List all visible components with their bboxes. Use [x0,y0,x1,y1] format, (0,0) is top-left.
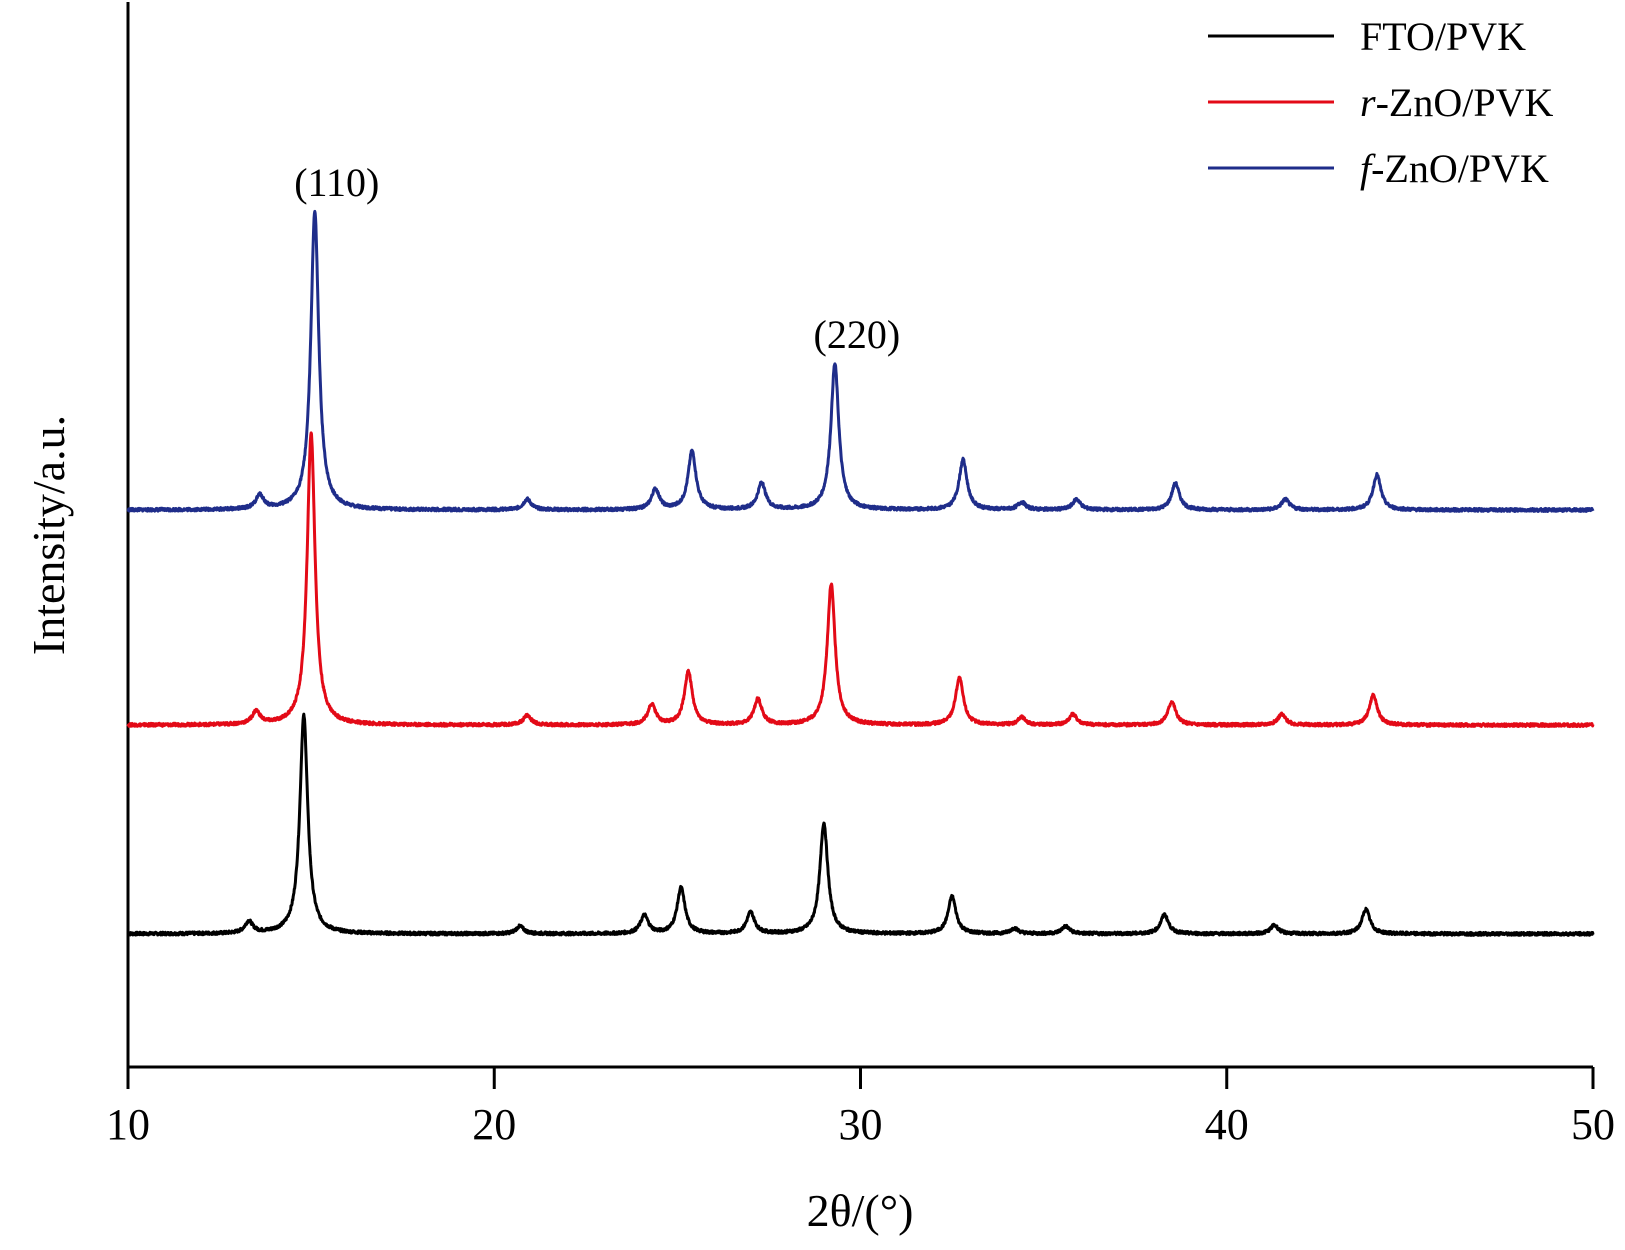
x-tick-label-30: 30 [839,1100,883,1149]
x-tick-label-50: 50 [1571,1100,1615,1149]
plot-area: 10 20 30 40 50 (110) (220) [106,2,1615,1149]
x-tick-label-40: 40 [1205,1100,1249,1149]
legend-label-fto-pvk: FTO/PVK [1360,14,1526,59]
legend-label-r-zno-pvk: r-ZnO/PVK [1360,80,1553,125]
peak-label-110: (110) [294,160,379,205]
x-ticks: 10 20 30 40 50 [106,1067,1615,1149]
series-r-zno-pvk-line [126,431,1595,729]
series-f-zno-pvk-line [126,209,1595,513]
peak-label-220: (220) [814,312,901,357]
peak-annotations: (110) (220) [294,160,900,357]
x-tick-label-10: 10 [106,1100,150,1149]
y-axis-title: Intensity/a.u. [23,415,74,655]
x-axis-title: 2θ/(°) [807,1185,914,1236]
series-group [126,209,1595,937]
legend-label-f-zno-pvk: f-ZnO/PVK [1360,146,1549,191]
series-fto-pvk-line [126,712,1595,937]
x-tick-label-20: 20 [472,1100,516,1149]
legend: FTO/PVK r-ZnO/PVK f-ZnO/PVK [1208,14,1553,191]
